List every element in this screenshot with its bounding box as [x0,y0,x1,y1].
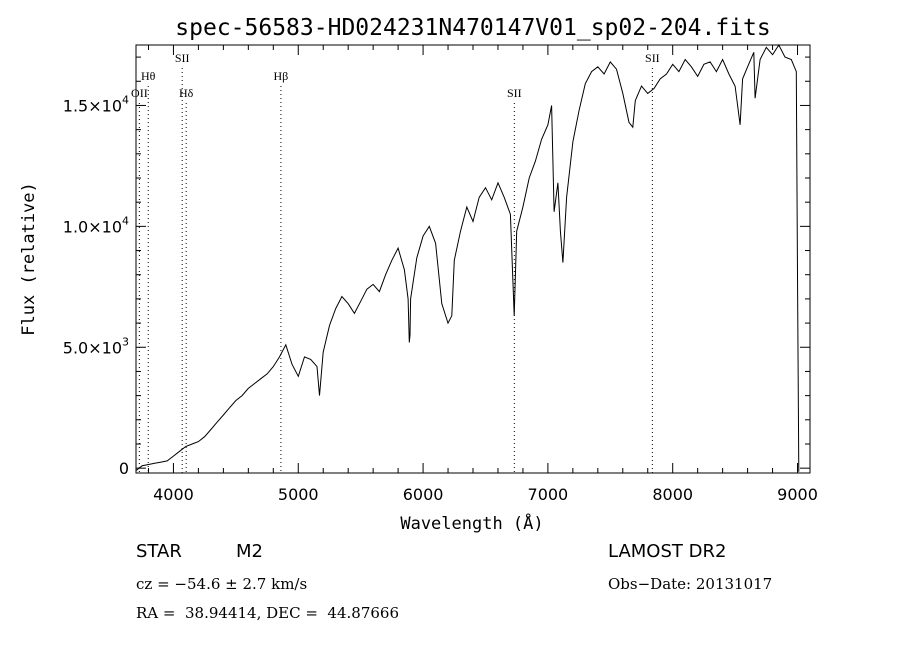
y-tick-label: 1.5×104 [63,93,129,115]
spectral-line-label: OII [131,86,148,100]
x-tick-label: 9000 [777,485,818,504]
y-axis-ticks: 0 5.0×103 1.0×104 1.5×104 [63,56,810,478]
spectrum-series-line [135,43,800,472]
x-tick-label: 7000 [528,485,569,504]
x-tick-label: 4000 [153,485,194,504]
obs-date: Obs−Date: 20131017 [608,575,773,593]
y-tick-label: 5.0×103 [63,335,129,357]
object-class: STAR [136,541,182,562]
redshift-cz: cz = −54.6 ± 2.7 km/s [136,575,308,593]
chart-title: spec-56583-HD024231N470147V01_sp02-204.f… [175,15,770,41]
x-tick-label: 8000 [652,485,693,504]
spectral-line-label: Hθ [141,69,156,83]
x-axis-ticks: 4000 5000 6000 7000 8000 9000 [147,45,818,504]
coordinates: RA = 38.94414, DEC = 44.87666 [136,604,400,622]
x-axis-label: Wavelength (Å) [400,512,543,534]
y-tick-label: 1.0×104 [63,214,129,236]
spectral-line-markers: OII Hθ SII Hδ Hβ SII SII [131,51,660,473]
spectral-line-label: SII [175,51,190,65]
y-axis-label: Flux (relative) [19,182,39,336]
y-tick-label: 0 [119,459,129,478]
spectral-line-label: Hδ [179,86,194,100]
survey-name: LAMOST DR2 [608,541,727,562]
spectral-line-label: SII [645,51,660,65]
spectral-line-label: SII [507,86,522,100]
object-subclass: M2 [236,541,263,562]
x-tick-label: 5000 [278,485,319,504]
x-tick-label: 6000 [403,485,444,504]
plot-frame [135,44,811,474]
spectral-line-label: Hβ [274,69,289,83]
